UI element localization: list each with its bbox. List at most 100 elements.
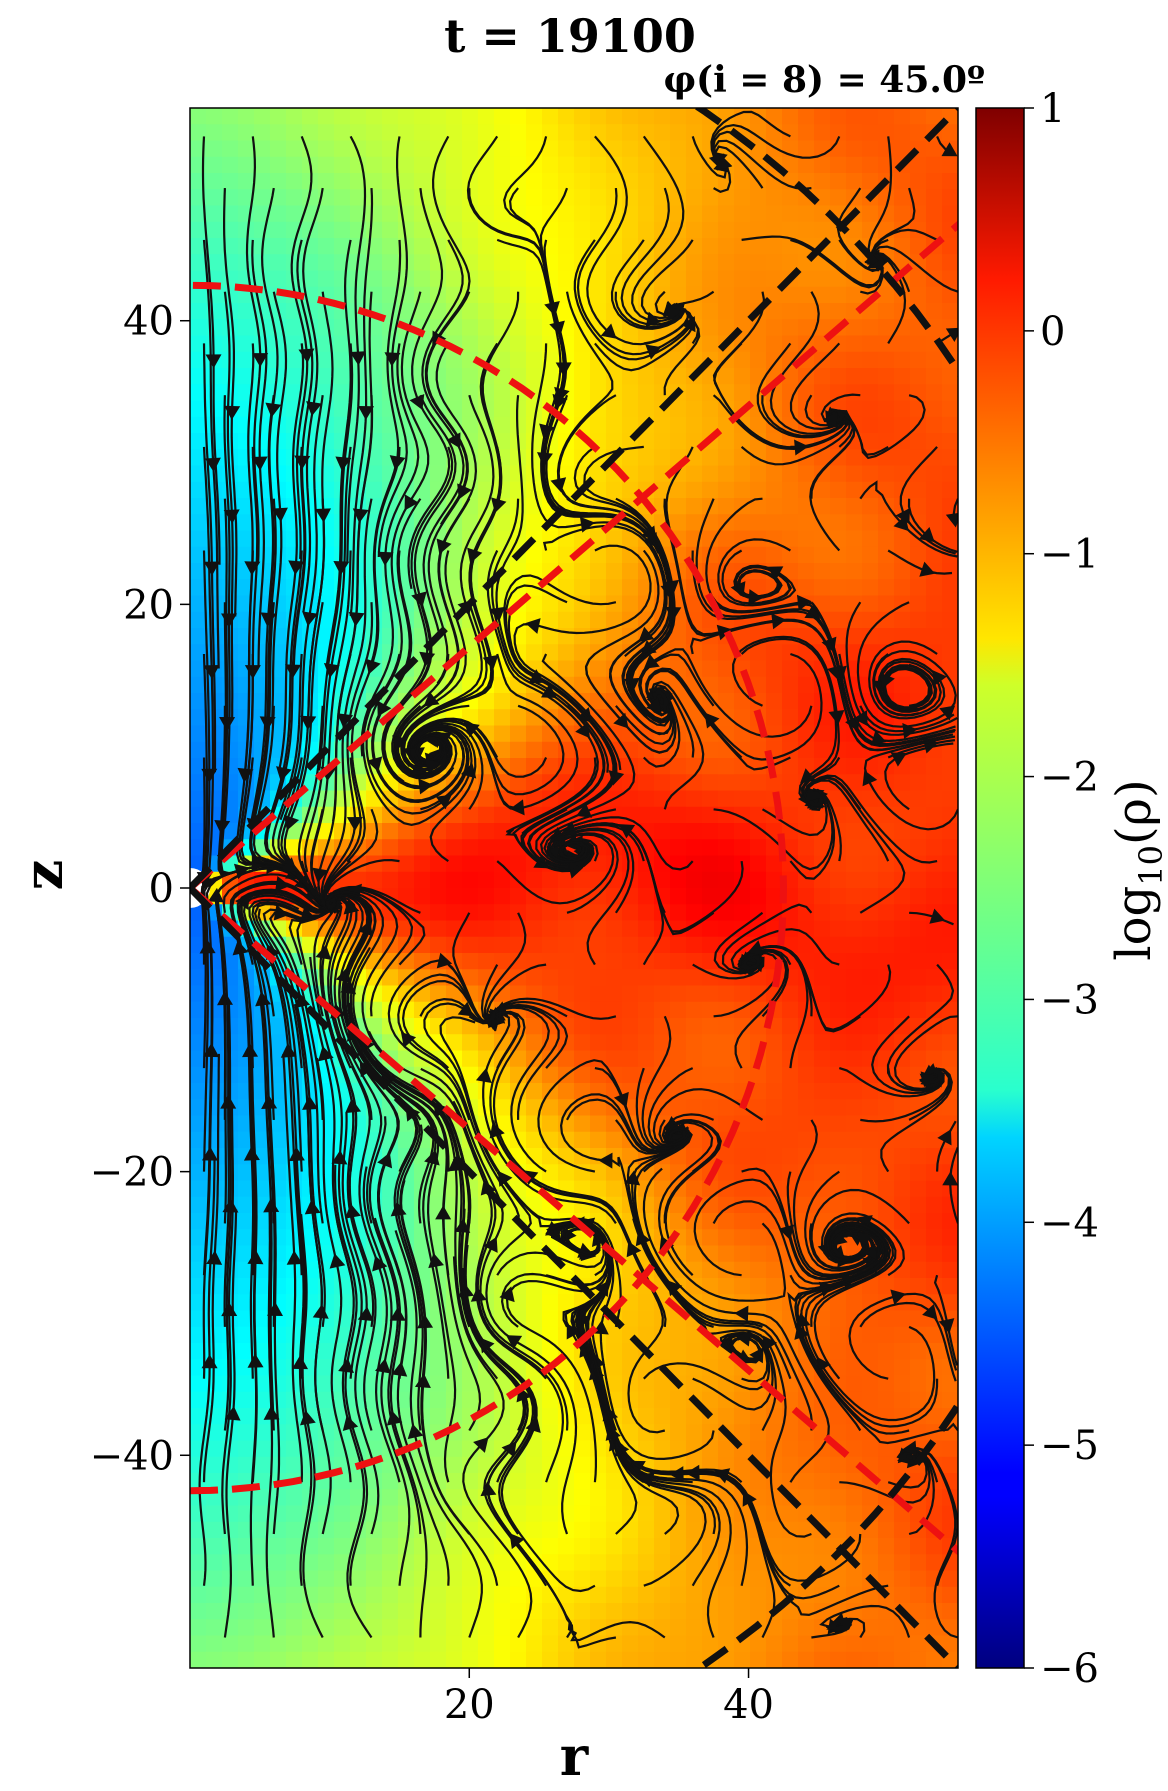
heatmap-cell <box>190 1180 207 1198</box>
heatmap-cell <box>670 400 687 418</box>
heatmap-cell <box>894 1359 911 1377</box>
heatmap-cell <box>910 1343 927 1360</box>
streamline-arrow <box>288 1146 305 1162</box>
heatmap-cell <box>910 1245 927 1263</box>
heatmap-cell <box>510 1635 527 1653</box>
heatmap-cell <box>814 888 831 905</box>
heatmap-cell <box>718 1180 735 1198</box>
heatmap-cell <box>718 1245 735 1263</box>
heatmap-cell <box>382 140 399 158</box>
heatmap-cell <box>638 758 655 775</box>
heatmap-cell <box>878 368 895 385</box>
heatmap-cell <box>494 871 511 889</box>
heatmap-cell <box>830 1489 847 1507</box>
heatmap-cell <box>542 189 559 207</box>
heatmap-cell <box>702 1066 719 1084</box>
heatmap-cell <box>254 1148 271 1165</box>
heatmap-cell <box>206 1083 223 1100</box>
heatmap-cell <box>558 660 575 678</box>
heatmap-cell <box>798 936 815 954</box>
heatmap-cell <box>750 1278 767 1295</box>
heatmap-cell <box>814 920 831 938</box>
heatmap-cell <box>334 1538 351 1555</box>
heatmap-cell <box>606 1635 623 1653</box>
heatmap-cell <box>830 985 847 1003</box>
heatmap-cell <box>190 1164 207 1182</box>
heatmap-cell <box>270 1489 287 1507</box>
heatmap-cell <box>190 514 207 532</box>
heatmap-cell <box>878 1326 895 1344</box>
heatmap-cell <box>830 953 847 970</box>
heatmap-cell <box>830 1310 847 1328</box>
heatmap-cell <box>814 1083 831 1100</box>
heatmap-cell <box>750 660 767 678</box>
heatmap-cell <box>446 1603 463 1620</box>
heatmap-cell <box>734 1586 751 1604</box>
heatmap-cell <box>830 530 847 548</box>
heatmap-cell <box>942 1603 958 1620</box>
streamline-arrow <box>407 1423 424 1440</box>
heatmap-cell <box>558 985 575 1003</box>
heatmap-cell <box>254 1343 271 1360</box>
heatmap-cell <box>702 790 719 808</box>
heatmap-cell <box>622 1521 639 1539</box>
heatmap-cell <box>670 1424 687 1442</box>
heatmap-cell <box>430 1180 447 1198</box>
heatmap-cell <box>942 1261 958 1279</box>
heatmap-cell <box>734 384 751 402</box>
heatmap-cell <box>878 1131 895 1149</box>
heatmap-cell <box>286 546 303 564</box>
heatmap-cell <box>910 1538 927 1555</box>
heatmap-cell <box>190 368 207 385</box>
heatmap-cell <box>702 335 719 353</box>
heatmap-cell <box>734 1115 751 1133</box>
heatmap-cell <box>238 1294 255 1312</box>
heatmap-cell <box>494 1521 511 1539</box>
heatmap-cell <box>382 1538 399 1555</box>
heatmap-cell <box>286 1554 303 1572</box>
heatmap-cell <box>926 173 943 190</box>
heatmap-cell <box>318 140 335 158</box>
heatmap-cell <box>750 1001 767 1019</box>
heatmap-cell <box>510 953 527 970</box>
heatmap-cell <box>734 1651 751 1668</box>
heatmap-cell <box>942 254 958 272</box>
heatmap-cell <box>414 156 431 174</box>
heatmap-cell <box>654 806 671 824</box>
heatmap-cell <box>446 579 463 597</box>
heatmap-cell <box>750 319 767 337</box>
heatmap-cell <box>382 108 399 125</box>
heatmap-cell <box>478 319 495 337</box>
heatmap-cell <box>622 1018 639 1035</box>
heatmap-cell <box>190 1603 207 1620</box>
heatmap-cell <box>782 530 799 548</box>
heatmap-cell <box>862 124 879 142</box>
heatmap-cell <box>926 1245 943 1263</box>
heatmap-cell <box>702 221 719 239</box>
heatmap-cell <box>926 205 943 223</box>
heatmap-cell <box>542 1391 559 1409</box>
heatmap-cell <box>590 1164 607 1182</box>
heatmap-cell <box>846 384 863 402</box>
heatmap-cell <box>206 221 223 239</box>
heatmap-cell <box>494 1099 511 1117</box>
heatmap-cell <box>638 1408 655 1425</box>
heatmap-cell <box>478 286 495 304</box>
heatmap-cell <box>334 1473 351 1490</box>
heatmap-cell <box>270 254 287 272</box>
heatmap-cell <box>862 579 879 597</box>
heatmap-cell <box>462 1635 479 1653</box>
heatmap-cell <box>334 238 351 255</box>
heatmap-cell <box>574 1018 591 1035</box>
heatmap-cell <box>254 1391 271 1409</box>
heatmap-cell <box>638 433 655 450</box>
heatmap-cell <box>862 1538 879 1555</box>
heatmap-cell <box>494 286 511 304</box>
heatmap-cell <box>862 1018 879 1035</box>
heatmap-cell <box>622 904 639 922</box>
heatmap-cell <box>798 660 815 678</box>
heatmap-cell <box>638 1554 655 1572</box>
heatmap-cell <box>238 644 255 662</box>
heatmap-cell <box>734 303 751 320</box>
heatmap-cell <box>910 1196 927 1214</box>
